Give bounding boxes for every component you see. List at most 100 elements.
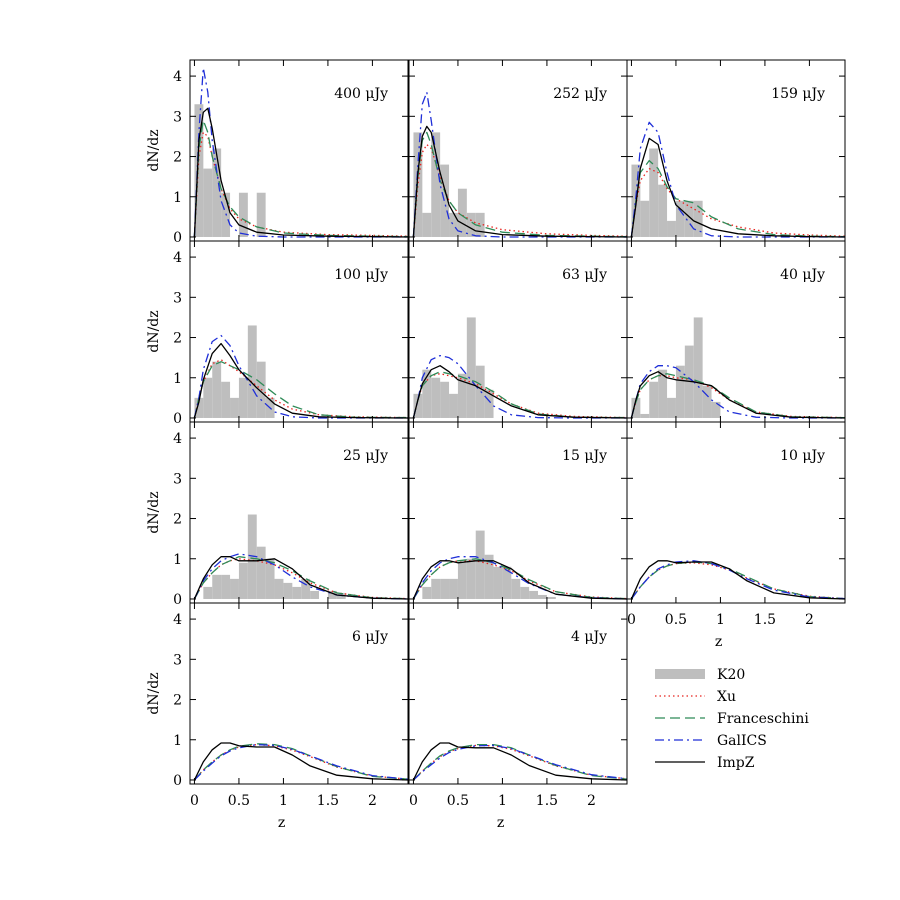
franceschini-curve (630, 561, 845, 600)
x-tick-label: 1 (279, 793, 288, 809)
k20-histogram-bar (684, 200, 694, 237)
y-tick-label: 2 (173, 150, 182, 166)
k20-histogram-bar (466, 212, 476, 237)
k20-histogram-bar (538, 594, 547, 599)
y-tick-label: 0 (173, 411, 182, 427)
legend-label-impz: ImpZ (717, 755, 755, 771)
k20-histogram-bar (422, 212, 432, 237)
k20-histogram-bar (310, 590, 320, 599)
xu-curve (630, 562, 845, 600)
y-tick-label: 2 (173, 693, 182, 709)
panel-flux-label: 159 μJy (771, 86, 825, 102)
y-tick-label: 0 (173, 773, 182, 789)
galics-curve (193, 67, 408, 238)
k20-histogram-bar (658, 369, 668, 418)
y-tick-label: 4 (173, 431, 182, 447)
impz-curve (193, 742, 408, 781)
y-tick-label: 0 (173, 592, 182, 608)
x-tick-label: 0.5 (228, 793, 250, 809)
k20-histogram-bar (457, 373, 467, 418)
k20-histogram-bar (440, 381, 450, 418)
k20-histogram-bar (640, 413, 650, 418)
k20-histogram-bar (667, 397, 676, 418)
x-tick-label: 1.5 (317, 793, 339, 809)
k20-histogram-bar (203, 377, 213, 418)
k20-histogram-bar (702, 385, 712, 418)
y-tick-label: 1 (173, 371, 182, 387)
x-tick-label: 1 (498, 793, 507, 809)
x-tick-label: 0.5 (665, 612, 687, 628)
x-tick-label: 1.5 (754, 612, 776, 628)
k20-histogram-bar (484, 389, 494, 418)
impz-curve (193, 342, 408, 419)
k20-histogram-bar (449, 212, 458, 237)
k20-histogram-bar (194, 104, 204, 237)
x-tick-label: 0 (627, 612, 636, 628)
k20-histogram-bar (212, 574, 222, 599)
y-tick-label: 4 (173, 612, 182, 628)
legend-swatch-k20 (655, 669, 705, 679)
panel-flux-label: 4 μJy (571, 629, 607, 645)
k20-histogram-bar (256, 192, 266, 237)
x-tick-label: 1.5 (536, 793, 558, 809)
x-tick-label: 1 (716, 612, 725, 628)
k20-histogram-bar (529, 590, 539, 599)
k20-histogram-bar (422, 369, 432, 418)
k20-histogram-bar (238, 192, 248, 237)
y-tick-label: 3 (173, 652, 182, 668)
y-tick-label: 4 (173, 69, 182, 85)
k20-histogram-bar (631, 397, 641, 418)
k20-histogram-bar (493, 566, 503, 599)
k20-histogram-bar (327, 590, 337, 599)
panel-flux-label: 63 μJy (562, 267, 607, 283)
y-tick-label: 3 (173, 290, 182, 306)
legend-label-galics: GalICS (717, 733, 767, 749)
k20-histogram-bar (265, 558, 275, 599)
galics-curve (412, 744, 627, 781)
k20-histogram-bar (640, 200, 650, 237)
panel-flux-label: 10 μJy (780, 448, 825, 464)
franceschini-curve (630, 373, 845, 419)
k20-histogram-bar (431, 578, 441, 599)
k20-histogram-bar (203, 586, 213, 599)
k20-histogram-bar (693, 200, 703, 237)
y-tick-label: 1 (173, 552, 182, 568)
k20-histogram-bar (649, 381, 659, 418)
y-tick-label: 4 (173, 250, 182, 266)
impz-curve (630, 371, 845, 419)
k20-histogram-bar (230, 578, 239, 599)
k20-histogram-bar (212, 148, 222, 237)
k20-histogram-bar (238, 377, 248, 418)
y-tick-label: 3 (173, 471, 182, 487)
k20-histogram-bar (221, 381, 231, 418)
panel-flux-label: 6 μJy (352, 629, 388, 645)
k20-histogram-bar (238, 562, 248, 599)
franceschini-curve (193, 556, 408, 600)
k20-histogram-bar (449, 578, 458, 599)
k20-histogram-bar (457, 188, 467, 237)
galics-curve (193, 334, 408, 419)
impz-curve (630, 560, 845, 600)
panel-flux-label: 400 μJy (334, 86, 388, 102)
x-tick-label: 2 (368, 793, 377, 809)
k20-histogram-bar (221, 574, 231, 599)
panel-flux-label: 40 μJy (780, 267, 825, 283)
x-axis-label: z (715, 634, 722, 650)
k20-histogram-bar (675, 200, 685, 237)
franceschini-curve (193, 743, 408, 781)
y-tick-label: 3 (173, 109, 182, 125)
x-tick-label: 2 (805, 612, 814, 628)
k20-histogram-bar (440, 578, 450, 599)
k20-histogram-bar (502, 566, 512, 599)
panel-flux-label: 252 μJy (553, 86, 607, 102)
franceschini-curve (412, 743, 627, 781)
k20-histogram-bar (667, 220, 676, 237)
y-axis-label: dN/dz (146, 491, 162, 533)
k20-histogram-bar (649, 148, 659, 237)
y-axis-label: dN/dz (146, 310, 162, 352)
k20-histogram-bar (520, 586, 530, 599)
k20-histogram-bar (675, 365, 685, 418)
k20-histogram-bar (230, 397, 239, 418)
